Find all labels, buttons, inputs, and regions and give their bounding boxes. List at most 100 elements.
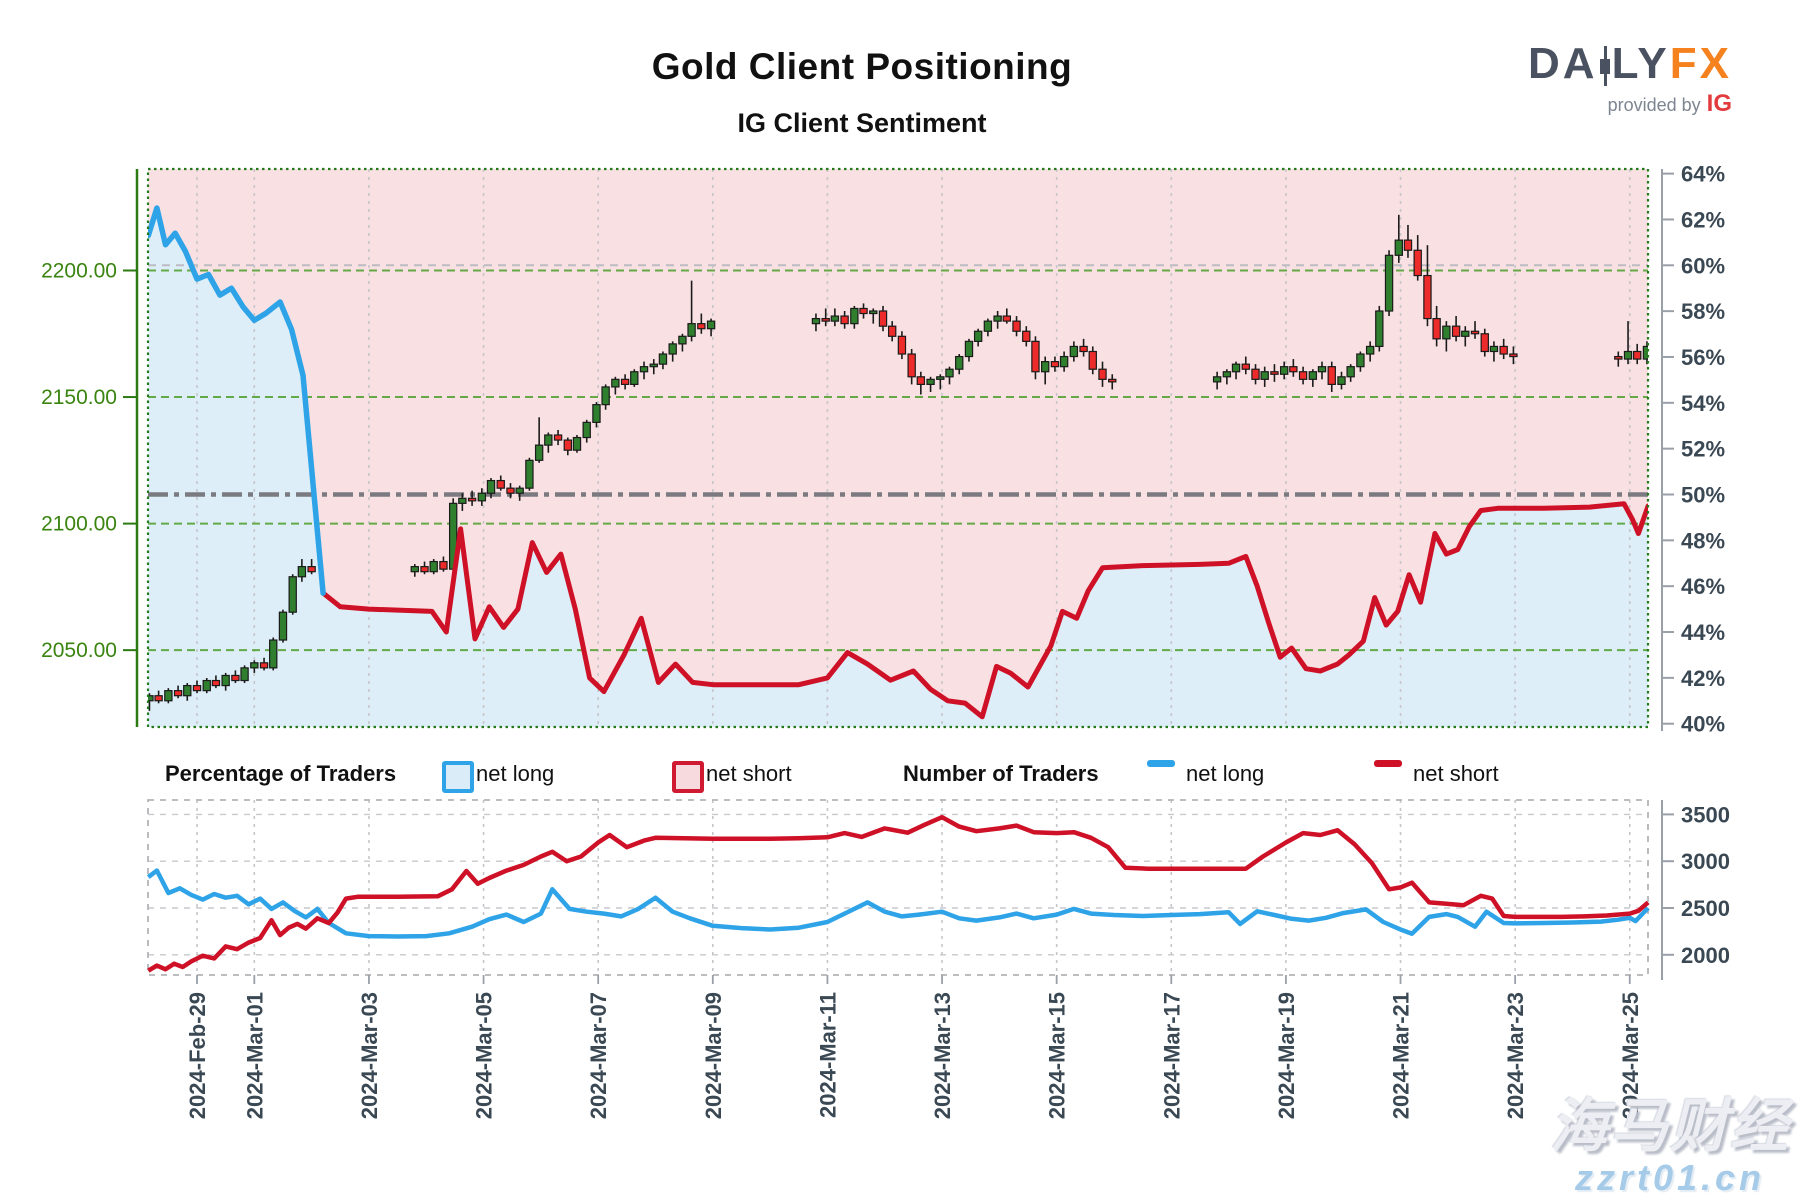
candle bbox=[1270, 371, 1279, 375]
candle bbox=[678, 335, 687, 345]
svg-text:56%: 56% bbox=[1681, 345, 1725, 370]
candle bbox=[897, 335, 907, 355]
candle bbox=[544, 434, 553, 446]
bottom-grid bbox=[148, 800, 1648, 975]
logo-text-da: DA bbox=[1528, 39, 1598, 88]
candle bbox=[288, 576, 297, 613]
svg-text:2050.00: 2050.00 bbox=[41, 639, 117, 662]
legend-pct-net-short-swatch bbox=[672, 761, 704, 793]
x-tick-label: 2024-Mar-17 bbox=[1159, 992, 1184, 1119]
candle bbox=[1012, 320, 1021, 332]
candle bbox=[572, 436, 582, 451]
candle bbox=[278, 611, 288, 641]
candle bbox=[878, 310, 888, 327]
traders-net-long-line bbox=[146, 868, 1650, 939]
svg-text:46%: 46% bbox=[1681, 574, 1725, 599]
candle bbox=[1499, 345, 1508, 355]
svg-text:40%: 40% bbox=[1681, 712, 1725, 737]
candle bbox=[668, 343, 677, 355]
candle bbox=[1365, 345, 1375, 355]
x-tick-label: 2024-Mar-01 bbox=[242, 992, 267, 1119]
candle bbox=[1480, 333, 1489, 353]
candle bbox=[983, 320, 993, 332]
candle bbox=[496, 479, 505, 489]
candle bbox=[926, 378, 935, 385]
dailyfx-logo-wordmark: DA LY FX bbox=[1512, 42, 1732, 86]
candle bbox=[1614, 355, 1623, 360]
candle bbox=[1327, 366, 1336, 385]
x-tick-label: 2024-Mar-13 bbox=[930, 992, 955, 1119]
page-title: Gold Client Positioning bbox=[651, 46, 1073, 87]
candle bbox=[154, 695, 163, 702]
candle bbox=[1241, 363, 1250, 370]
candle bbox=[955, 355, 964, 370]
candle bbox=[240, 667, 249, 682]
candle bbox=[582, 421, 591, 439]
candle bbox=[1375, 310, 1384, 348]
candle bbox=[1050, 361, 1060, 368]
candle bbox=[620, 378, 630, 385]
x-tick-label: 2024-Mar-25 bbox=[1618, 992, 1643, 1119]
candle bbox=[840, 315, 849, 325]
candle bbox=[410, 566, 419, 573]
logo-text-fx: FX bbox=[1669, 39, 1732, 88]
net-short-pct-line bbox=[320, 501, 1648, 720]
candle bbox=[945, 368, 954, 378]
candle bbox=[307, 566, 316, 573]
candle bbox=[1384, 254, 1394, 312]
svg-text:2200.00: 2200.00 bbox=[41, 260, 117, 283]
candle bbox=[706, 320, 716, 330]
candle bbox=[850, 307, 859, 325]
candle bbox=[658, 353, 668, 365]
x-tick-label: 2024-Mar-09 bbox=[701, 992, 726, 1119]
candle bbox=[1108, 378, 1117, 383]
main-plot-border bbox=[146, 167, 1650, 729]
svg-text:2150.00: 2150.00 bbox=[41, 386, 117, 409]
x-tick-label: 2024-Feb-29 bbox=[185, 992, 210, 1119]
svg-text:50%: 50% bbox=[1681, 483, 1725, 508]
x-tick-label: 2024-Mar-21 bbox=[1389, 992, 1414, 1119]
candle bbox=[553, 434, 563, 441]
candle bbox=[1356, 353, 1365, 368]
candle bbox=[1394, 239, 1404, 256]
legend-pct-net-long-swatch bbox=[442, 761, 474, 793]
candle bbox=[1031, 340, 1040, 373]
svg-text:60%: 60% bbox=[1681, 253, 1725, 278]
provided-by-row: provided by IG bbox=[1512, 90, 1732, 118]
x-tick-label: 2024-Mar-03 bbox=[357, 992, 382, 1119]
candle bbox=[1002, 315, 1012, 322]
candle bbox=[687, 323, 696, 337]
candle bbox=[164, 690, 173, 702]
x-axis-labels: 2024-Feb-29 2024-Mar-01 2024-Mar-03 2024-Ma… bbox=[185, 975, 1643, 1119]
candle bbox=[964, 340, 974, 358]
candle bbox=[830, 315, 840, 322]
candle bbox=[1022, 330, 1031, 342]
candle bbox=[506, 487, 515, 494]
right-axis: 64% 62% 60% 58% 56% 54% 52% 50% 48% 46% 44% 42% 40% bbox=[1661, 162, 1725, 737]
candle bbox=[821, 317, 830, 322]
candle bbox=[697, 323, 706, 330]
legend-num-net-short-swatch bbox=[1374, 760, 1402, 767]
main-chart bbox=[148, 169, 1648, 727]
svg-text:2500: 2500 bbox=[1681, 896, 1730, 921]
left-axis: 2200.00 2150.00 2100.00 2050.00 bbox=[41, 169, 139, 727]
candle bbox=[420, 566, 429, 573]
candle bbox=[202, 679, 211, 692]
legend-num-net-long-label: net long bbox=[1186, 761, 1265, 786]
candle bbox=[869, 310, 878, 315]
candle bbox=[1079, 345, 1088, 353]
candle bbox=[1222, 371, 1232, 378]
candle bbox=[887, 325, 897, 337]
candle bbox=[859, 307, 868, 315]
candle bbox=[630, 371, 639, 385]
candlestick-icon bbox=[1599, 46, 1611, 86]
candle bbox=[563, 439, 573, 451]
candle bbox=[1642, 345, 1648, 360]
legend-num-net-long-swatch bbox=[1147, 760, 1175, 767]
legend: Percentage of Traders net long net short… bbox=[0, 760, 1800, 794]
bottom-right-axis: 3500 3000 2500 2000 bbox=[1661, 800, 1730, 980]
candle bbox=[1098, 368, 1107, 380]
svg-text:64%: 64% bbox=[1681, 162, 1725, 187]
candle bbox=[973, 330, 983, 342]
